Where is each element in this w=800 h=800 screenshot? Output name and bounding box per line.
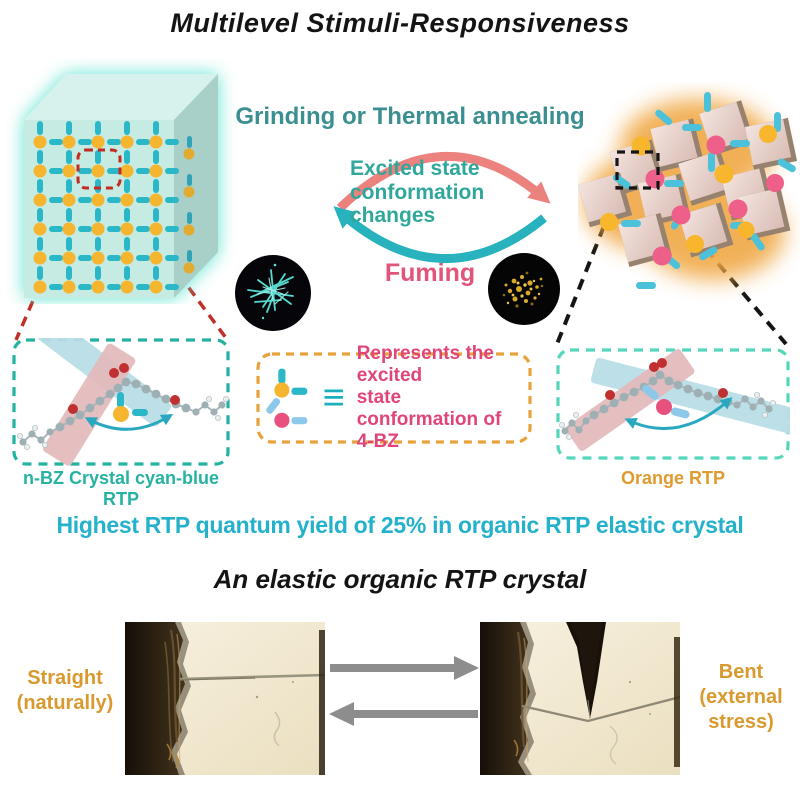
bend-cycle-arrows — [329, 656, 479, 726]
oxygen-atoms — [605, 358, 728, 400]
cycle-arrows — [333, 152, 551, 263]
molecule-box-orange — [556, 348, 790, 460]
bent-state-label: Bent (external stress) — [699, 661, 783, 733]
photo-straight-crystal — [125, 622, 325, 775]
crystal-lattice-cube — [24, 74, 218, 298]
oxygen-atoms — [68, 363, 180, 414]
stimulus-label-top: Grinding or Thermal annealing — [235, 103, 585, 130]
highlight-statement: Highest RTP quantum yield of 25% in orga… — [56, 512, 744, 538]
right-box-label: Orange RTP — [620, 468, 726, 488]
molecule-diagram-orange — [559, 349, 790, 451]
crystal-photo-orange — [488, 253, 560, 325]
needle-tip — [566, 622, 606, 719]
arrow-right-icon — [330, 656, 479, 680]
molecule-diagram-nbz — [17, 338, 229, 466]
cycle-arrow-back — [333, 206, 547, 263]
left-box-label: n-BZ Crystal cyan-blue RTP — [22, 468, 220, 509]
cube-right-face — [174, 74, 218, 298]
cycle-arrow-forward — [336, 152, 551, 212]
orange-dashed-border — [256, 352, 532, 444]
molecule-box-nbz — [12, 338, 230, 466]
legend-box: ≡ Represents the excited state conformat… — [256, 343, 532, 452]
arrow-left-icon — [329, 702, 478, 726]
section2-title: An elastic organic RTP crystal — [213, 564, 587, 594]
straight-state-label: Straight (naturally) — [16, 667, 114, 714]
legend-text: Represents the excited state conformatio… — [356, 342, 502, 453]
excited-state-markers — [600, 92, 796, 289]
stimulus-label-bottom: Fuming — [384, 259, 476, 287]
crystal-fiber — [179, 673, 325, 681]
rotation-arrow — [624, 397, 733, 431]
rotation-arrow — [84, 413, 174, 431]
cycle-center-label: Excited state conformation changes — [350, 157, 485, 228]
page-title: Multilevel Stimuli-Responsiveness — [170, 8, 630, 38]
cube-top-face — [24, 74, 218, 120]
legend-symbols — [266, 368, 308, 428]
ground-crystal-cluster — [578, 92, 798, 289]
excited-state-symbol-yellow — [274, 368, 308, 398]
crystal-photo-cyan — [235, 255, 311, 331]
lattice-motifs — [33, 121, 195, 294]
excited-state-symbol-pink — [266, 398, 308, 428]
photo-bent-crystal — [480, 622, 680, 775]
bent-crystal-fiber — [521, 695, 680, 723]
black-zoom-square — [615, 150, 660, 190]
red-zoom-square — [76, 148, 122, 190]
equivalence-symbol: ≡ — [322, 377, 345, 419]
